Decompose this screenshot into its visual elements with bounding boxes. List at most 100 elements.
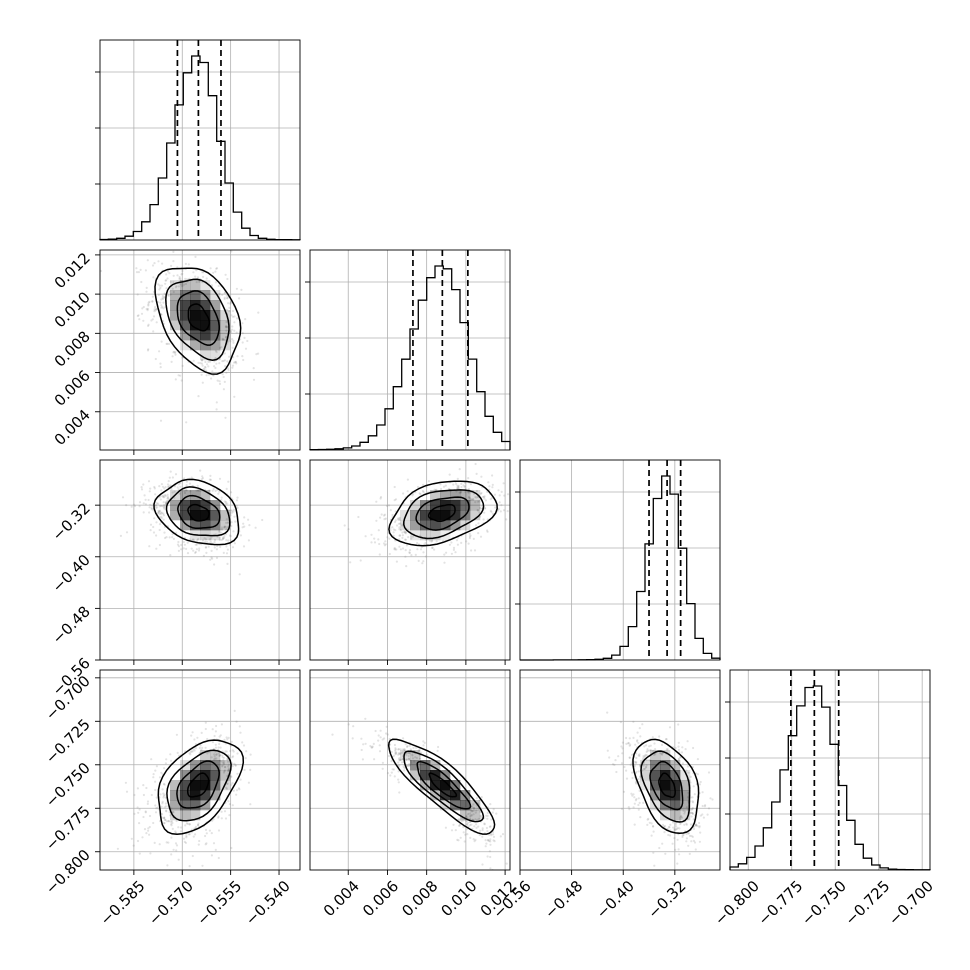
sample-point <box>223 738 226 741</box>
sample-point <box>218 754 221 757</box>
sample-point <box>224 765 227 769</box>
sample-point <box>488 850 491 853</box>
sample-point <box>162 794 165 797</box>
sample-point <box>615 770 618 774</box>
sample-point <box>393 749 397 752</box>
sample-point <box>673 837 676 840</box>
sample-point <box>635 798 638 801</box>
sample-point <box>225 336 228 339</box>
sample-point <box>478 511 481 514</box>
density-cell <box>200 320 211 331</box>
panel-2d-3-0 <box>95 669 301 875</box>
sample-point <box>238 788 241 791</box>
sample-point <box>637 797 640 800</box>
density-cell <box>430 490 441 501</box>
sample-point <box>219 545 222 549</box>
sample-point <box>379 496 383 499</box>
sample-point <box>175 531 178 534</box>
sample-point <box>175 849 178 852</box>
sample-point <box>150 758 153 761</box>
sample-point <box>133 812 136 815</box>
sample-point <box>216 379 219 382</box>
sample-point <box>141 307 144 310</box>
sample-point <box>210 756 213 759</box>
sample-point <box>382 542 386 545</box>
sample-point <box>205 374 208 377</box>
sample-point <box>662 825 665 828</box>
sample-point <box>218 380 221 383</box>
sample-point <box>471 805 474 808</box>
sample-point <box>229 512 232 515</box>
sample-point <box>246 339 249 343</box>
x-tick-label: −0.750 <box>798 877 850 929</box>
sample-point <box>644 766 647 769</box>
sample-point <box>381 767 384 770</box>
sample-point <box>485 826 488 830</box>
sample-point <box>158 505 161 508</box>
sample-point <box>472 809 475 813</box>
sample-point <box>175 733 178 736</box>
sample-point <box>680 815 683 819</box>
contour-level-1 <box>187 503 210 522</box>
sample-point <box>632 736 635 739</box>
sample-point <box>162 506 166 509</box>
sample-point <box>162 512 165 515</box>
sample-point <box>218 477 222 480</box>
sample-point <box>378 542 381 546</box>
sample-point <box>664 825 667 828</box>
sample-point <box>466 813 470 816</box>
density-cell <box>180 340 191 351</box>
sample-point <box>683 810 687 813</box>
sample-point <box>398 751 401 754</box>
sample-point <box>397 748 400 751</box>
sample-point <box>205 832 208 835</box>
sample-point <box>132 503 136 506</box>
sample-point <box>146 307 149 310</box>
y-tick-label: −0.40 <box>49 551 94 596</box>
sample-point <box>198 547 201 550</box>
x-tick-label: 0.004 <box>320 877 363 920</box>
sample-point <box>606 711 609 714</box>
sample-point <box>417 559 420 562</box>
sample-point <box>164 282 167 285</box>
density-cell <box>180 320 191 331</box>
sample-point <box>218 742 221 746</box>
sample-point <box>443 561 446 564</box>
sample-point <box>121 496 125 499</box>
sample-point <box>163 503 166 507</box>
sample-point <box>230 740 233 743</box>
sample-point <box>625 742 628 745</box>
sample-point <box>180 543 183 547</box>
density-cell <box>210 330 221 341</box>
sample-point <box>204 834 207 838</box>
sample-point <box>218 536 221 539</box>
sample-point <box>171 821 174 825</box>
sample-point <box>394 529 397 532</box>
density-cell <box>660 760 671 771</box>
sample-point <box>164 802 167 805</box>
sample-point <box>174 842 178 845</box>
density-cell <box>180 310 191 321</box>
sample-point <box>471 498 475 501</box>
sample-point <box>197 537 200 541</box>
sample-point <box>463 485 466 488</box>
sample-point <box>466 823 469 826</box>
panel-frame <box>309 249 511 451</box>
density-cell <box>460 810 471 821</box>
sample-point <box>412 492 415 496</box>
sample-point <box>689 823 693 826</box>
sample-point <box>197 822 200 825</box>
sample-point <box>197 843 200 846</box>
sample-point <box>404 531 407 534</box>
sample-point <box>398 534 401 537</box>
sample-point <box>402 765 405 768</box>
sample-point <box>399 529 402 532</box>
sample-point <box>500 504 503 507</box>
sample-point <box>187 833 190 836</box>
sample-point <box>491 512 494 515</box>
sample-point <box>217 752 220 755</box>
sample-point <box>169 470 172 473</box>
sample-point <box>159 366 162 369</box>
sample-point <box>240 288 243 291</box>
panel-2d-2-1 <box>309 459 511 665</box>
